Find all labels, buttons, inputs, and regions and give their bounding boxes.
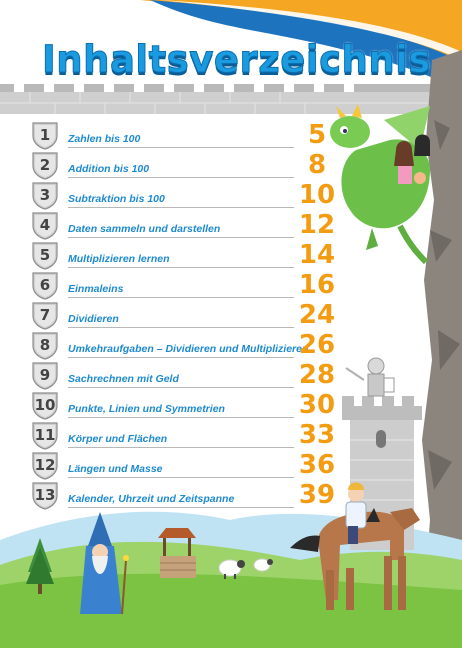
toc-entry[interactable]: 12 Längen und Masse 36 [32, 452, 342, 482]
toc-entry-number: 12 [32, 456, 58, 474]
toc-entry-label: Multiplizieren lernen [68, 253, 170, 265]
toc-entry-page: 30 [296, 390, 338, 420]
toc-entry-page: 33 [296, 420, 338, 450]
toc-entry-number: 10 [32, 396, 58, 414]
toc-entry-number: 8 [32, 336, 58, 354]
toc-entry-number: 11 [32, 426, 58, 444]
toc-entry-number: 7 [32, 306, 58, 324]
dotted-leader [68, 447, 294, 448]
toc-entry-label: Umkehraufgaben – Dividieren und Multipli… [68, 343, 308, 355]
toc-entry-page: 8 [296, 150, 338, 180]
dotted-leader [68, 147, 294, 148]
toc-entry-label: Längen und Masse [68, 463, 163, 475]
dotted-leader [68, 297, 294, 298]
toc-entry[interactable]: 1 Zahlen bis 100 5 [32, 122, 342, 152]
dotted-leader [68, 357, 294, 358]
toc-entry[interactable]: 7 Dividieren 24 [32, 302, 342, 332]
toc-entry[interactable]: 11 Körper und Flächen 33 [32, 422, 342, 452]
toc-entry-number: 4 [32, 216, 58, 234]
toc-entry-label: Sachrechnen mit Geld [68, 373, 179, 385]
toc-entry-page: 36 [296, 450, 338, 480]
toc-entry[interactable]: 3 Subtraktion bis 100 10 [32, 182, 342, 212]
toc-entry-label: Subtraktion bis 100 [68, 193, 165, 205]
toc-entry-number: 2 [32, 156, 58, 174]
toc-entry-page: 24 [296, 300, 338, 330]
toc-entry[interactable]: 8 Umkehraufgaben – Dividieren und Multipl… [32, 332, 342, 362]
dotted-leader [68, 507, 294, 508]
toc-entry-label: Körper und Flächen [68, 433, 167, 445]
toc-entry-page: 5 [296, 120, 338, 150]
toc-entry-number: 13 [32, 486, 58, 504]
knight-icon [346, 358, 394, 396]
dotted-leader [68, 387, 294, 388]
toc-entry-number: 9 [32, 366, 58, 384]
toc-entry[interactable]: 10 Punkte, Linien und Symmetrien 30 [32, 392, 342, 422]
page-title: Inhaltsverzeichnis [0, 38, 462, 81]
toc-entry-page: 26 [296, 330, 338, 360]
dotted-leader [68, 327, 294, 328]
toc-entry-page: 16 [296, 270, 338, 300]
toc-entry-page: 14 [296, 240, 338, 270]
toc-entry-label: Addition bis 100 [68, 163, 149, 175]
toc-entry-page: 12 [296, 210, 338, 240]
dragon-icon [330, 104, 430, 262]
toc-entry-label: Punkte, Linien und Symmetrien [68, 403, 225, 415]
toc-entry-number: 6 [32, 276, 58, 294]
toc-entry[interactable]: 6 Einmaleins 16 [32, 272, 342, 302]
toc-entry-number: 1 [32, 126, 58, 144]
toc-entry-label: Dividieren [68, 313, 119, 325]
toc-entry-label: Zahlen bis 100 [68, 133, 140, 145]
toc-entry-label: Einmaleins [68, 283, 123, 295]
toc-entry[interactable]: 9 Sachrechnen mit Geld 28 [32, 362, 342, 392]
toc-entry-label: Kalender, Uhrzeit und Zeitspanne [68, 493, 234, 505]
toc-entry[interactable]: 13 Kalender, Uhrzeit und Zeitspanne 39 [32, 482, 342, 512]
toc-entry[interactable]: 5 Multiplizieren lernen 14 [32, 242, 342, 272]
toc-entry-number: 5 [32, 246, 58, 264]
toc-entry-page: 28 [296, 360, 338, 390]
dotted-leader [68, 207, 294, 208]
toc-entry[interactable]: 4 Daten sammeln und darstellen 12 [32, 212, 342, 242]
toc-entry[interactable]: 2 Addition bis 100 8 [32, 152, 342, 182]
toc-entry-label: Daten sammeln und darstellen [68, 223, 220, 235]
dotted-leader [68, 267, 294, 268]
toc-entry-number: 3 [32, 186, 58, 204]
dotted-leader [68, 477, 294, 478]
toc-entry-page: 10 [296, 180, 338, 210]
dotted-leader [68, 417, 294, 418]
toc-entry-page: 39 [296, 480, 338, 510]
dotted-leader [68, 237, 294, 238]
dotted-leader [68, 177, 294, 178]
